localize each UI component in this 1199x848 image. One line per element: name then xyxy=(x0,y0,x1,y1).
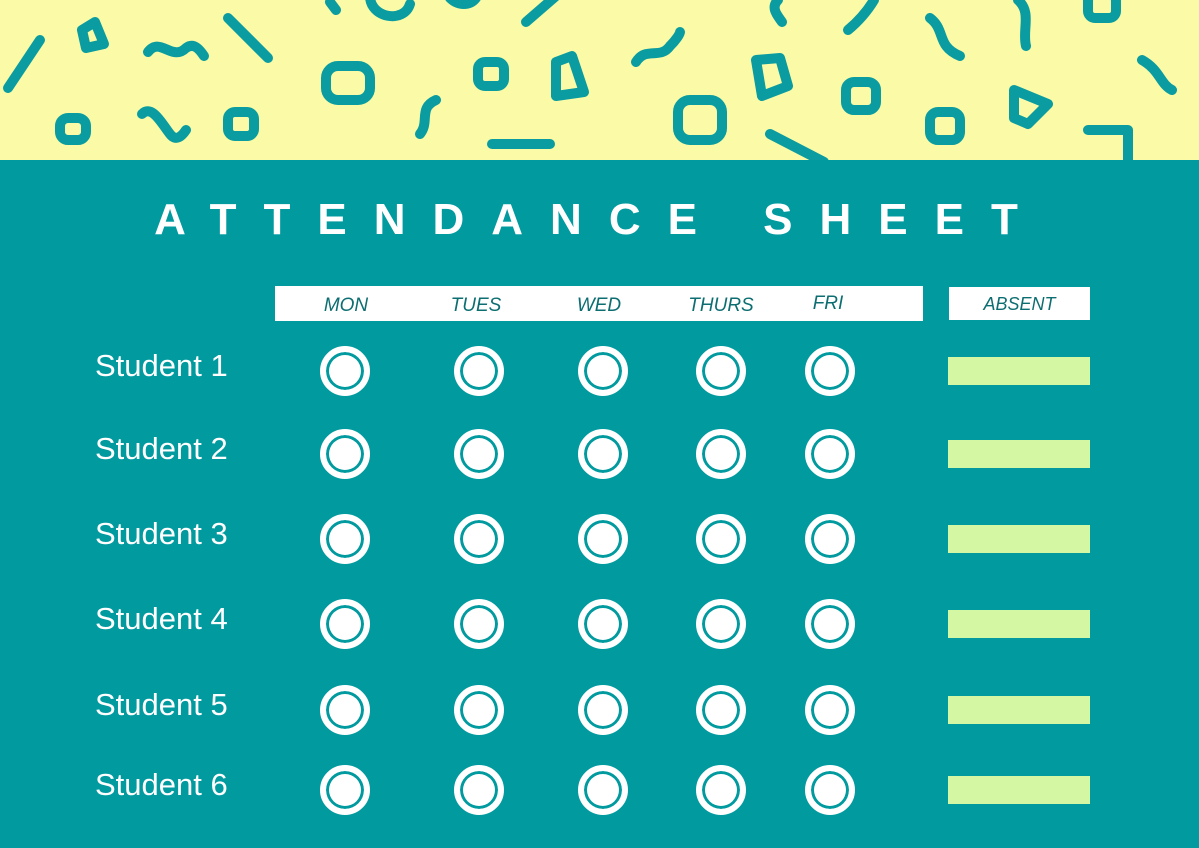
attendance-circle-student-5-tues[interactable] xyxy=(454,685,504,735)
absent-field-student-2[interactable] xyxy=(948,440,1090,468)
attendance-circle-student-6-tues[interactable] xyxy=(454,765,504,815)
student-name-4: Student 4 xyxy=(95,601,228,636)
attendance-circle-student-1-mon[interactable] xyxy=(320,346,370,396)
attendance-circle-student-2-mon[interactable] xyxy=(320,429,370,479)
attendance-circle-student-1-fri[interactable] xyxy=(805,346,855,396)
page-title: ATTENDANCE SHEET xyxy=(154,195,1045,244)
attendance-circle-student-4-thurs[interactable] xyxy=(696,599,746,649)
attendance-circle-student-2-fri[interactable] xyxy=(805,429,855,479)
day-label-tues: TUES xyxy=(450,295,502,316)
absent-field-student-6[interactable] xyxy=(948,776,1090,804)
attendance-circle-student-3-mon[interactable] xyxy=(320,514,370,564)
absent-field-student-1[interactable] xyxy=(948,357,1090,385)
attendance-circle-student-1-wed[interactable] xyxy=(578,346,628,396)
attendance-circle-student-3-fri[interactable] xyxy=(805,514,855,564)
attendance-circle-student-6-thurs[interactable] xyxy=(696,765,746,815)
decorative-header-band xyxy=(0,0,1199,160)
attendance-circle-student-5-wed[interactable] xyxy=(578,685,628,735)
attendance-circle-student-2-wed[interactable] xyxy=(578,429,628,479)
squiggle-pattern xyxy=(3,0,1177,160)
day-label-mon: MON xyxy=(323,295,369,316)
attendance-circle-student-4-wed[interactable] xyxy=(578,599,628,649)
absent-field-student-3[interactable] xyxy=(948,525,1090,553)
absent-label: ABSENT xyxy=(983,294,1056,314)
student-name-1: Student 1 xyxy=(95,348,228,383)
attendance-circle-student-4-tues[interactable] xyxy=(454,599,504,649)
attendance-circle-student-6-fri[interactable] xyxy=(805,765,855,815)
student-name-6: Student 6 xyxy=(95,767,228,802)
day-label-wed: WED xyxy=(576,295,622,316)
attendance-circle-student-1-tues[interactable] xyxy=(454,346,504,396)
student-name-2: Student 2 xyxy=(95,431,228,466)
attendance-circle-student-3-tues[interactable] xyxy=(454,514,504,564)
absent-header-box xyxy=(949,287,1090,320)
attendance-circle-student-2-thurs[interactable] xyxy=(696,429,746,479)
attendance-circle-student-4-fri[interactable] xyxy=(805,599,855,649)
day-label-fri: FRI xyxy=(812,293,844,314)
day-header-bar xyxy=(275,286,923,321)
attendance-panel xyxy=(0,160,1199,848)
attendance-circle-student-6-wed[interactable] xyxy=(578,765,628,815)
attendance-circle-student-3-thurs[interactable] xyxy=(696,514,746,564)
attendance-circle-student-5-thurs[interactable] xyxy=(696,685,746,735)
attendance-circle-student-1-thurs[interactable] xyxy=(696,346,746,396)
attendance-circle-student-4-mon[interactable] xyxy=(320,599,370,649)
attendance-circle-student-6-mon[interactable] xyxy=(320,765,370,815)
absent-field-student-4[interactable] xyxy=(948,610,1090,638)
attendance-circle-student-5-fri[interactable] xyxy=(805,685,855,735)
absent-field-student-5[interactable] xyxy=(948,696,1090,724)
attendance-circle-student-3-wed[interactable] xyxy=(578,514,628,564)
student-name-3: Student 3 xyxy=(95,516,228,551)
day-label-thurs: THURS xyxy=(688,295,754,316)
student-name-5: Student 5 xyxy=(95,687,228,722)
attendance-circle-student-2-tues[interactable] xyxy=(454,429,504,479)
attendance-circle-student-5-mon[interactable] xyxy=(320,685,370,735)
